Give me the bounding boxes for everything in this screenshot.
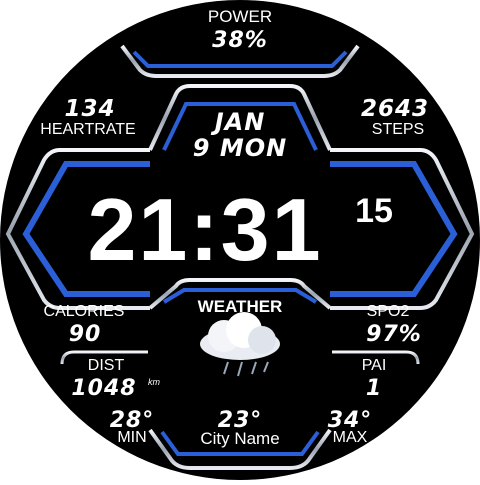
right-hex-accent — [330, 161, 458, 297]
distance-label: DIST — [87, 357, 125, 374]
bottom-accent — [160, 430, 320, 456]
date-month: JAN — [214, 108, 266, 136]
power-accent — [132, 50, 348, 68]
heartrate-label: HEARTRATE — [40, 121, 136, 138]
time-seconds: 15 — [355, 192, 393, 230]
weather-city: City Name — [200, 429, 280, 448]
steps-label: STEPS — [371, 121, 425, 138]
temp-min-label: MIN — [117, 429, 147, 446]
bottom-frame — [148, 428, 332, 470]
temp-min-value: 28° — [109, 408, 155, 433]
temp-max-value: 34° — [327, 408, 373, 433]
right-hex-frame — [330, 148, 475, 310]
left-hex-accent — [22, 161, 150, 297]
pai-value: 1 — [365, 376, 383, 401]
steps-value: 2643 — [360, 96, 429, 122]
spo2-value: 97% — [366, 322, 422, 347]
power-frame — [120, 44, 360, 78]
pai-label: PAI — [361, 357, 387, 374]
cloud-rain-icon — [200, 312, 280, 377]
distance-value: 1048 — [71, 376, 137, 401]
power-value: 38% — [212, 28, 268, 53]
time-hours-minutes: 21:31 — [87, 180, 323, 279]
heartrate-value: 134 — [64, 96, 116, 122]
spo2-label: SPO2 — [366, 303, 410, 320]
date-day: 9 MON — [192, 134, 288, 162]
weather-current-temp: 23° — [217, 408, 263, 433]
pai-frame — [332, 350, 420, 365]
weather-label: WEATHER — [197, 297, 283, 316]
weather-accent — [162, 288, 318, 304]
temp-max-label: MAX — [332, 429, 368, 446]
weather-frame — [148, 278, 332, 310]
distance-unit: km — [148, 377, 160, 387]
date-frame — [148, 84, 332, 151]
date-accent — [162, 102, 318, 151]
power-label: POWER — [207, 7, 273, 26]
calories-value: 90 — [68, 322, 102, 347]
left-hex-frame — [5, 148, 150, 310]
calories-label: CALORIES — [43, 303, 125, 320]
dist-frame — [60, 350, 148, 365]
